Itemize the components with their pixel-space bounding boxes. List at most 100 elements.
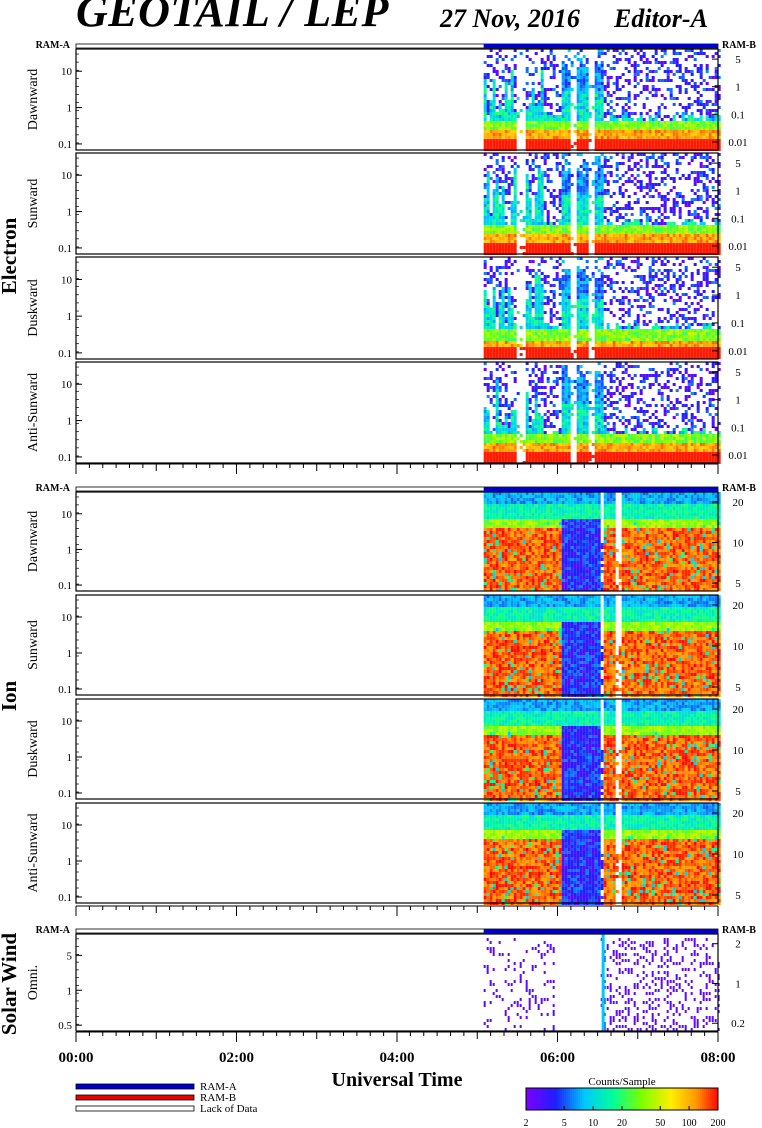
- spectrogram-cell: [507, 311, 511, 314]
- spectrogram-cell: [525, 55, 529, 58]
- spectrogram-cell: [561, 216, 565, 219]
- spectrogram-cell: [531, 350, 535, 353]
- spectrogram-cell: [486, 389, 490, 392]
- spectrogram-cell: [498, 168, 502, 171]
- spectrogram-cell: [699, 139, 703, 142]
- spectrogram-cell: [651, 139, 655, 142]
- spectrogram-cell: [678, 52, 682, 55]
- spectrogram-cell: [489, 49, 493, 52]
- spectrogram-cell: [513, 260, 517, 263]
- spectrogram-cell: [660, 290, 664, 293]
- spectrogram-cell: [714, 240, 718, 243]
- spectrogram-cell: [636, 133, 640, 136]
- spectrogram-cell: [627, 231, 631, 234]
- spectrogram-cell: [621, 296, 625, 299]
- spectrogram-cell: [483, 249, 487, 252]
- spectrogram-cell: [657, 112, 661, 115]
- spectrogram-cell: [657, 284, 661, 287]
- spectrogram-cell: [531, 121, 535, 124]
- spectrogram-cell: [483, 130, 487, 133]
- spectrogram-cell: [549, 257, 553, 260]
- spectrogram-cell: [633, 61, 637, 64]
- spectrogram-cell: [486, 165, 490, 168]
- spectrogram-cell: [495, 243, 499, 246]
- spectrogram-cell: [687, 118, 691, 121]
- spectrogram-cell: [675, 97, 679, 100]
- spectrogram-cell: [537, 168, 541, 171]
- spectrogram-cell: [561, 127, 565, 130]
- spectrogram-cell: [669, 269, 673, 272]
- spectrogram-cell: [567, 347, 571, 350]
- spectrogram-cell: [693, 338, 697, 341]
- spectrogram-cell: [567, 186, 571, 189]
- spectrogram-cell: [483, 332, 487, 335]
- spectrogram-cell: [609, 112, 613, 115]
- spectrogram-cell: [600, 272, 604, 275]
- spectrogram-cell: [600, 326, 604, 329]
- spectrogram-cell: [501, 335, 505, 338]
- spectrogram-cell: [513, 335, 517, 338]
- spectrogram-cell: [705, 329, 709, 332]
- spectrogram-cell: [579, 201, 583, 204]
- spectrogram-cell: [600, 338, 604, 341]
- spectrogram-cell: [612, 335, 616, 338]
- spectrogram-cell: [504, 266, 508, 269]
- spectrogram-cell: [618, 142, 622, 145]
- spectrogram-cell: [654, 246, 658, 249]
- spectrogram-cell: [492, 195, 496, 198]
- spectrogram-cell: [621, 228, 625, 231]
- spectrogram-cell: [651, 145, 655, 148]
- spectrogram-cell: [546, 249, 550, 252]
- spectrogram-cell: [627, 156, 631, 159]
- spectrogram-cell: [633, 67, 637, 70]
- spectrogram-cell: [603, 97, 607, 100]
- spectrogram-cell: [525, 344, 529, 347]
- spectrogram-cell: [582, 278, 586, 281]
- spectrogram-cell: [705, 207, 709, 210]
- spectrogram-cell: [591, 180, 595, 183]
- spectrogram-cell: [489, 281, 493, 284]
- spectrogram-cell: [669, 332, 673, 335]
- spectrogram-cell: [678, 237, 682, 240]
- spectrogram-cell: [621, 109, 625, 112]
- spectrogram-cell: [567, 70, 571, 73]
- spectrogram-cell: [618, 335, 622, 338]
- spectrogram-cell: [645, 323, 649, 326]
- spectrogram-cell: [702, 145, 706, 148]
- spectrogram-cell: [657, 308, 661, 311]
- spectrogram-cell: [636, 64, 640, 67]
- spectrogram-cell: [642, 145, 646, 148]
- spectrogram-cell: [603, 70, 607, 73]
- spectrogram-cell: [690, 142, 694, 145]
- spectrogram-cell: [549, 130, 553, 133]
- spectrogram-cell: [561, 299, 565, 302]
- spectrogram-cell: [636, 219, 640, 222]
- spectrogram-cell: [636, 186, 640, 189]
- spectrogram-cell: [696, 293, 700, 296]
- spectrogram-cell: [543, 302, 547, 305]
- spectrogram-cell: [666, 133, 670, 136]
- spectrogram-cell: [684, 344, 688, 347]
- spectrogram-cell: [540, 228, 544, 231]
- spectrogram-cell: [666, 347, 670, 350]
- spectrogram-cell: [639, 228, 643, 231]
- spectrogram-cell: [684, 293, 688, 296]
- spectrogram-cell: [489, 177, 493, 180]
- spectrogram-cell: [660, 263, 664, 266]
- spectrogram-cell: [663, 106, 667, 109]
- spectrogram-cell: [615, 356, 619, 359]
- spectrogram-cell: [708, 353, 712, 356]
- spectrogram-cell: [531, 133, 535, 136]
- spectrogram-cell: [555, 118, 559, 121]
- spectrogram-cell: [603, 130, 607, 133]
- spectrogram-cell: [585, 347, 589, 350]
- spectrogram-cell: [621, 174, 625, 177]
- spectrogram-cell: [633, 136, 637, 139]
- spectrogram-cell: [585, 168, 589, 171]
- spectrogram-cell: [540, 326, 544, 329]
- spectrogram-cell: [585, 356, 589, 359]
- spectrogram-cell: [582, 320, 586, 323]
- spectrogram-cell: [564, 67, 568, 70]
- spectrogram-cell: [675, 64, 679, 67]
- spectrogram-cell: [507, 124, 511, 127]
